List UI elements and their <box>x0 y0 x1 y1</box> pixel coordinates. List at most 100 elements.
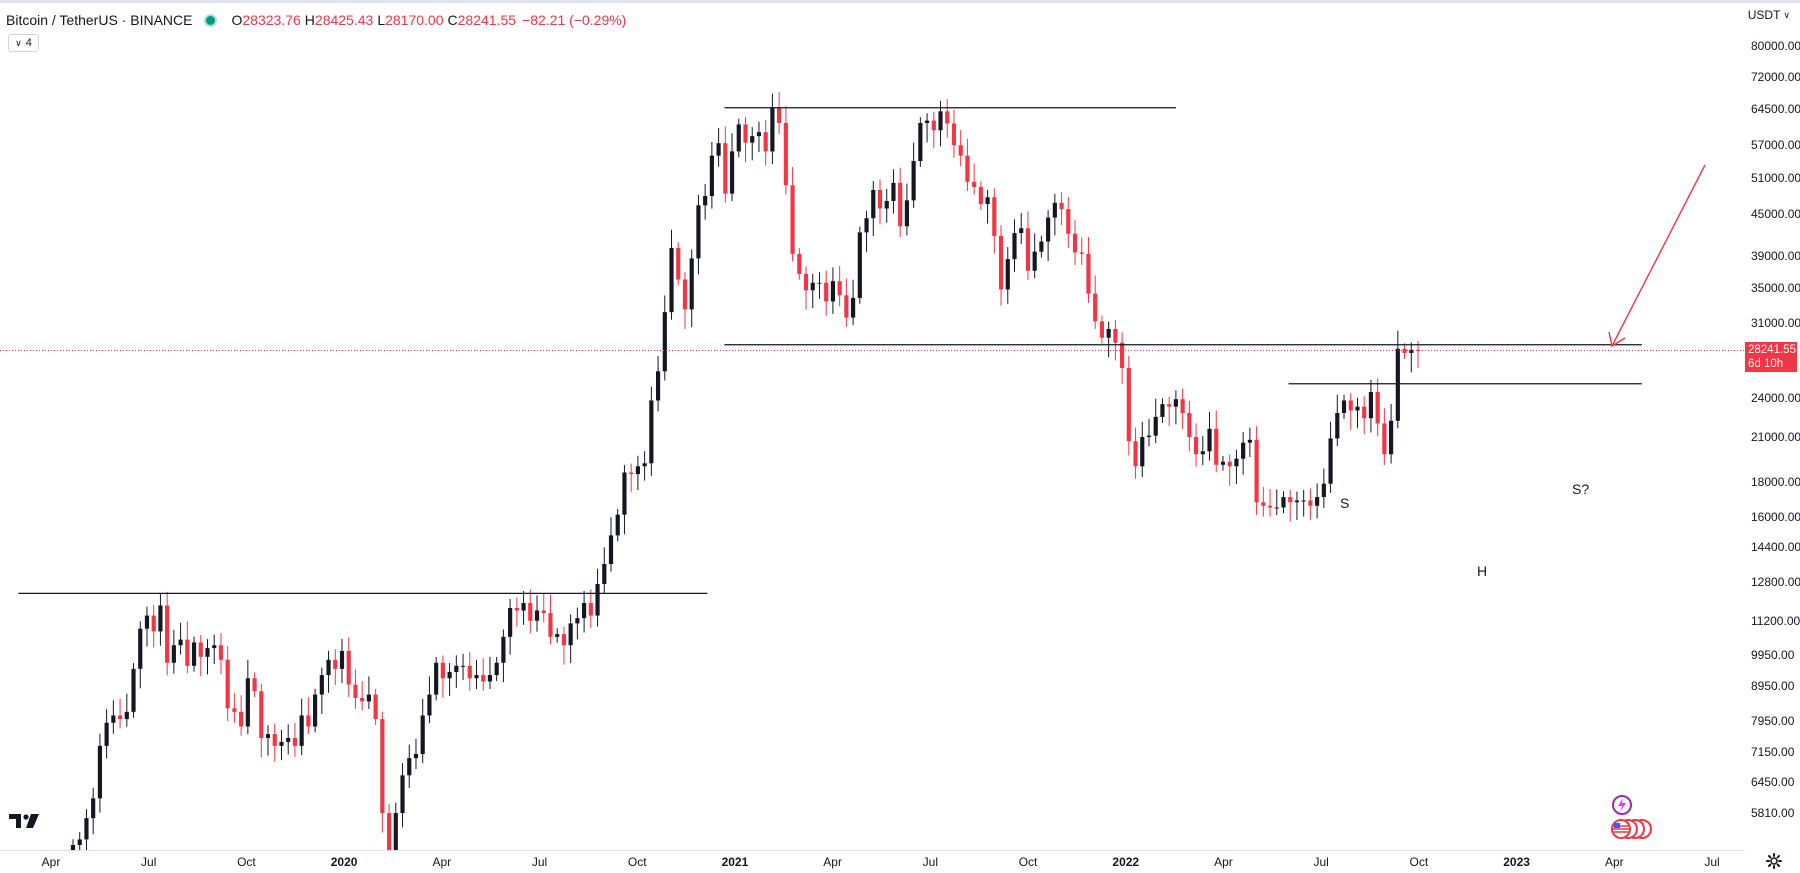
candle <box>104 709 109 759</box>
candle <box>575 607 580 640</box>
candle <box>871 181 876 236</box>
candle <box>1281 491 1286 514</box>
arrow-line[interactable] <box>1611 164 1706 347</box>
candle <box>777 92 782 134</box>
candle <box>1308 488 1313 521</box>
chevron-down-icon: ∨ <box>1783 9 1790 20</box>
candle <box>1066 197 1071 249</box>
symbol-title[interactable]: Bitcoin / TetherUS · BINANCE <box>6 12 193 28</box>
annotation-left-shoulder: S <box>1340 495 1350 511</box>
candle <box>998 225 1004 306</box>
candle <box>440 655 445 698</box>
price-tick-label: 35000.00 <box>1751 280 1800 295</box>
candle <box>770 93 775 165</box>
candle <box>817 272 822 299</box>
candle <box>117 698 123 729</box>
candle <box>427 676 432 724</box>
candle <box>386 804 392 850</box>
high-value: 28425.43 <box>314 12 374 28</box>
candle <box>602 547 607 594</box>
indicators-toggle-button[interactable]: ∨ 4 <box>8 34 39 52</box>
chevron-down-icon: ∨ <box>15 37 22 48</box>
candle <box>790 167 795 262</box>
candle <box>460 653 466 681</box>
candle <box>1193 423 1199 467</box>
candle <box>1375 378 1380 437</box>
candle <box>884 188 889 223</box>
candle <box>1126 355 1131 456</box>
candle <box>857 226 862 304</box>
time-tick-label: Jul <box>1704 855 1720 869</box>
candle <box>561 626 567 665</box>
gear-icon[interactable] <box>1766 853 1782 869</box>
candle <box>487 656 493 690</box>
candle <box>508 599 513 655</box>
price-axis[interactable]: 80000.00 72000.00 64500.00 57000.00 51000.00… <box>1745 0 1800 850</box>
candle <box>1294 491 1300 520</box>
candle <box>1167 396 1172 427</box>
candle <box>407 744 412 788</box>
candle <box>198 635 203 677</box>
lightning-icon[interactable] <box>1611 794 1633 816</box>
candle <box>1227 454 1232 486</box>
price-tick-label: 9950.00 <box>1751 648 1795 663</box>
candle <box>313 688 318 733</box>
price-tick-label: 18000.00 <box>1751 475 1800 490</box>
candle <box>595 568 600 627</box>
candle <box>178 622 183 655</box>
tradingview-logo-icon[interactable] <box>9 812 41 830</box>
time-tick-label: Jul <box>1313 855 1329 869</box>
time-axis[interactable]: Apr Jul Oct 2020 Apr Jul Oct 2021 Apr Jul Oct 2022 A… <box>0 850 1745 873</box>
candle <box>413 738 419 770</box>
candle <box>454 655 459 688</box>
candle <box>1120 332 1125 384</box>
candle <box>171 630 176 674</box>
candle <box>434 656 439 701</box>
candle <box>232 693 237 723</box>
candle <box>1146 418 1152 447</box>
candle <box>346 637 351 698</box>
candle <box>393 802 398 850</box>
candle <box>212 634 217 665</box>
us-flags-icon[interactable] <box>1606 818 1656 840</box>
candle <box>541 593 546 623</box>
candle <box>1301 489 1306 517</box>
arrow-head <box>1608 331 1626 348</box>
candle <box>306 697 311 735</box>
candle <box>1052 193 1057 236</box>
candle <box>783 106 788 195</box>
candle <box>1288 489 1293 522</box>
candle <box>467 652 472 691</box>
candle <box>205 639 210 675</box>
low-label: L <box>377 12 386 28</box>
candle <box>763 120 768 166</box>
currency-selector[interactable]: USDT ∨ <box>1748 8 1790 22</box>
candle <box>1187 400 1192 452</box>
candle <box>1315 483 1320 519</box>
candle <box>319 667 324 715</box>
candle <box>877 179 883 225</box>
price-tick-label: 51000.00 <box>1751 170 1800 185</box>
candle <box>837 265 842 307</box>
candle <box>1025 211 1031 280</box>
candle <box>494 656 499 681</box>
candle <box>1012 219 1017 272</box>
time-tick-label: Oct <box>1018 855 1038 869</box>
candle <box>729 133 735 202</box>
candle <box>662 295 667 381</box>
candle <box>501 629 506 683</box>
price-chart[interactable] <box>0 0 1745 850</box>
candle <box>151 605 156 648</box>
candle <box>649 386 654 476</box>
candle <box>400 763 405 828</box>
time-tick-label: Apr <box>823 855 842 869</box>
candle <box>1133 427 1138 479</box>
candle <box>1389 404 1394 464</box>
candle <box>1415 340 1421 369</box>
price-tick-label: 31000.00 <box>1751 316 1800 331</box>
candle <box>1079 237 1084 265</box>
candle <box>514 597 519 627</box>
candle <box>1362 396 1367 435</box>
candle <box>111 700 116 734</box>
candle <box>1355 397 1360 429</box>
